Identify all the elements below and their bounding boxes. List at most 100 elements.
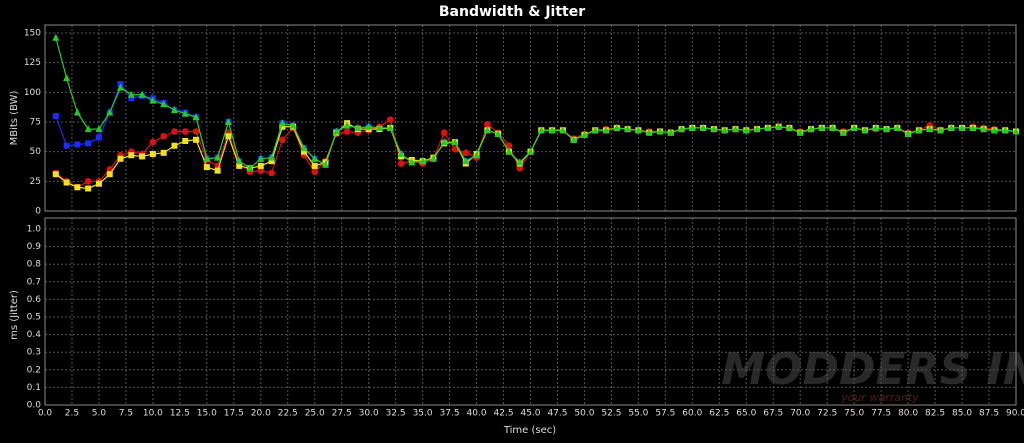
data-point [322,160,330,168]
data-point [386,116,394,123]
x-tick-label: 65.0 [736,409,756,419]
data-point [106,108,114,116]
data-point [936,126,944,134]
y2-tick-label: 0.4 [27,330,42,340]
y2-tick-label: 0.9 [27,242,42,252]
data-point [182,137,189,144]
x-tick-label: 42.5 [494,409,514,419]
data-point [710,125,718,133]
data-point [483,126,491,134]
data-point [484,121,491,128]
data-point [257,167,265,174]
x-tick-label: 90.0 [1006,409,1024,419]
x-tick-label: 2.5 [65,409,79,419]
x-tick-label: 60.0 [682,409,702,419]
data-point [74,184,81,191]
data-point [343,128,351,135]
data-point [128,152,135,159]
data-point [279,123,286,130]
plot-frame [44,217,1017,406]
data-point [192,128,200,135]
data-point [160,149,167,156]
data-point [149,151,156,158]
data-point [311,168,319,176]
data-point [268,169,275,177]
x-tick-label: 20.0 [251,409,271,419]
y-tick-label: 125 [24,58,41,68]
data-point [386,123,394,131]
y2-tick-label: 1.0 [27,225,42,235]
data-point [214,167,221,174]
data-point [699,123,707,131]
x-tick-label: 75.0 [844,409,864,419]
data-point [268,158,275,165]
data-point [257,154,265,162]
x-tick-label: 85.0 [952,409,972,419]
data-point [926,125,934,133]
data-point [63,142,70,149]
data-point [516,164,524,172]
y2-tick-label: 0.7 [27,277,41,287]
x-tick-label: 87.5 [979,409,999,419]
x-tick-label: 25.0 [305,409,325,419]
data-point [1012,127,1020,135]
data-point [397,160,405,167]
data-point [332,127,340,135]
data-point [397,150,405,158]
y-tick-label: 100 [24,88,41,98]
data-point [505,142,513,150]
data-point [527,147,534,155]
data-point [451,145,459,153]
x-tick-label: 27.5 [332,409,352,419]
data-point [278,119,286,127]
data-point [602,126,610,134]
data-point [160,100,168,108]
y2-tick-label: 0.8 [27,260,42,270]
x-tick-label: 7.5 [119,409,133,419]
data-point [117,155,124,162]
data-point [969,123,977,131]
data-point [591,126,599,134]
data-point [181,109,189,117]
data-point [645,128,653,136]
data-point [73,108,81,116]
data-point [818,123,826,131]
data-point [753,125,761,133]
y-tick-label: 25 [30,177,41,187]
x-tick-label: 70.0 [790,409,810,419]
data-point [170,106,178,114]
data-point [95,134,102,141]
data-point [193,136,200,143]
data-point [570,135,578,143]
watermark-sub: your warranty [840,391,919,404]
x-tick-label: 5.0 [92,409,107,419]
x-tick-label: 10.0 [143,409,163,419]
data-point [462,157,470,165]
data-point [440,129,448,136]
data-point [990,126,998,134]
x-tick-label: 0.0 [38,409,53,419]
data-point [796,128,804,136]
data-point [829,123,837,131]
data-point [63,179,70,186]
data-point [171,142,178,149]
data-point [667,128,675,136]
data-point [63,74,71,82]
data-point [742,126,750,134]
x-axis-label: Time (sec) [503,425,556,436]
x-tick-label: 40.0 [467,409,487,419]
data-point [117,83,125,91]
data-point [203,164,210,171]
data-point [548,126,556,134]
data-point [785,123,793,131]
x-tick-label: 30.0 [359,409,379,419]
data-point [354,123,362,131]
x-tick-label: 22.5 [278,409,298,419]
data-point [203,154,211,162]
x-tick-label: 52.5 [601,409,621,419]
data-point [85,140,92,147]
data-point [127,90,135,98]
data-point [429,154,437,162]
data-point [52,33,60,41]
